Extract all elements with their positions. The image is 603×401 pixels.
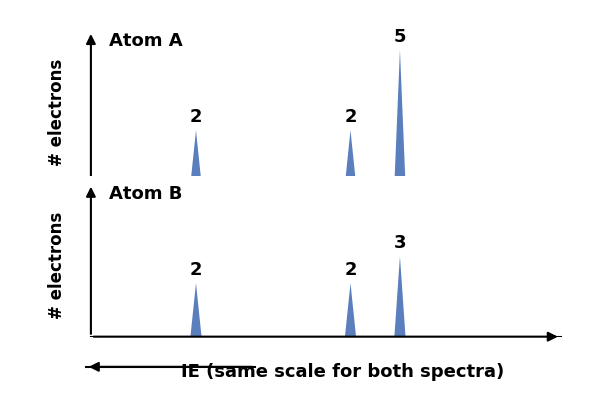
Text: 2: 2 <box>190 261 202 279</box>
Text: 2: 2 <box>344 261 357 279</box>
Text: # electrons: # electrons <box>48 59 66 166</box>
Polygon shape <box>191 284 201 337</box>
Text: 2: 2 <box>190 108 202 126</box>
Text: Atom A: Atom A <box>110 32 183 50</box>
Polygon shape <box>345 131 356 184</box>
Text: # electrons: # electrons <box>48 211 66 318</box>
Text: IE (same scale for both spectra): IE (same scale for both spectra) <box>180 362 504 380</box>
Text: 5: 5 <box>394 28 406 46</box>
Text: 2: 2 <box>344 108 357 126</box>
Text: Atom B: Atom B <box>110 184 183 203</box>
Polygon shape <box>345 284 356 337</box>
Polygon shape <box>394 257 405 337</box>
Polygon shape <box>394 51 405 184</box>
Polygon shape <box>191 131 201 184</box>
Text: 3: 3 <box>394 234 406 252</box>
